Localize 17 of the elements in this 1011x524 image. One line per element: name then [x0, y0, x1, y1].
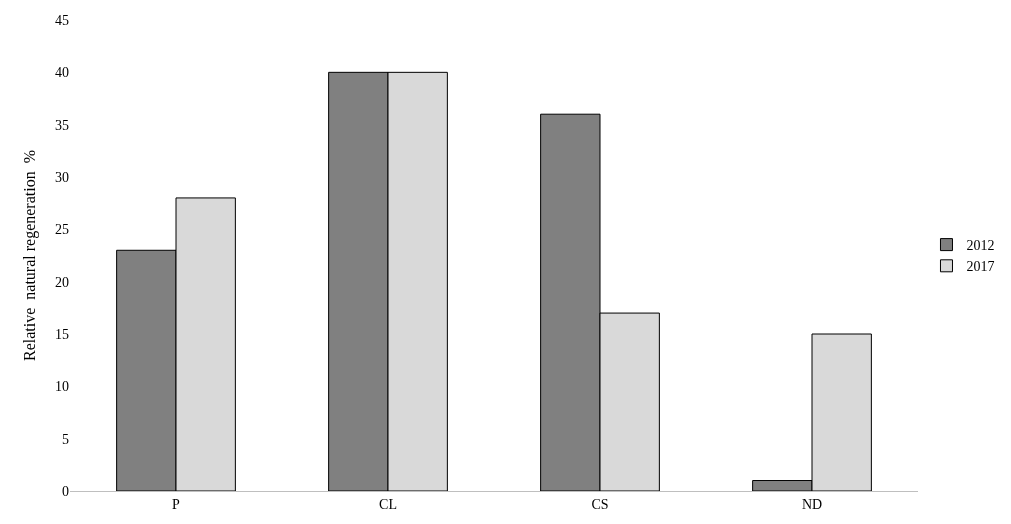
y-tick-label: 30: [55, 169, 69, 185]
y-tick-label: 5: [62, 431, 69, 447]
legend-label: 2017: [966, 259, 995, 275]
y-tick-label: 45: [55, 12, 69, 28]
x-tick-label: P: [172, 496, 181, 512]
y-tick-label: 15: [55, 326, 69, 342]
x-tick-label: ND: [801, 496, 823, 512]
x-tick-label: CS: [591, 496, 609, 512]
y-tick-label: 40: [55, 65, 69, 81]
y-tick-label: 0: [62, 483, 69, 499]
y-tick-label: 10: [55, 379, 69, 395]
legend-label: 2012: [966, 238, 995, 254]
x-tick-label: CL: [379, 496, 397, 512]
y-axis-title: Relative natural regeneration %: [20, 149, 39, 362]
y-tick-label: 25: [55, 222, 69, 238]
y-tick-label: 35: [55, 117, 69, 133]
y-tick-label: 20: [55, 274, 69, 290]
